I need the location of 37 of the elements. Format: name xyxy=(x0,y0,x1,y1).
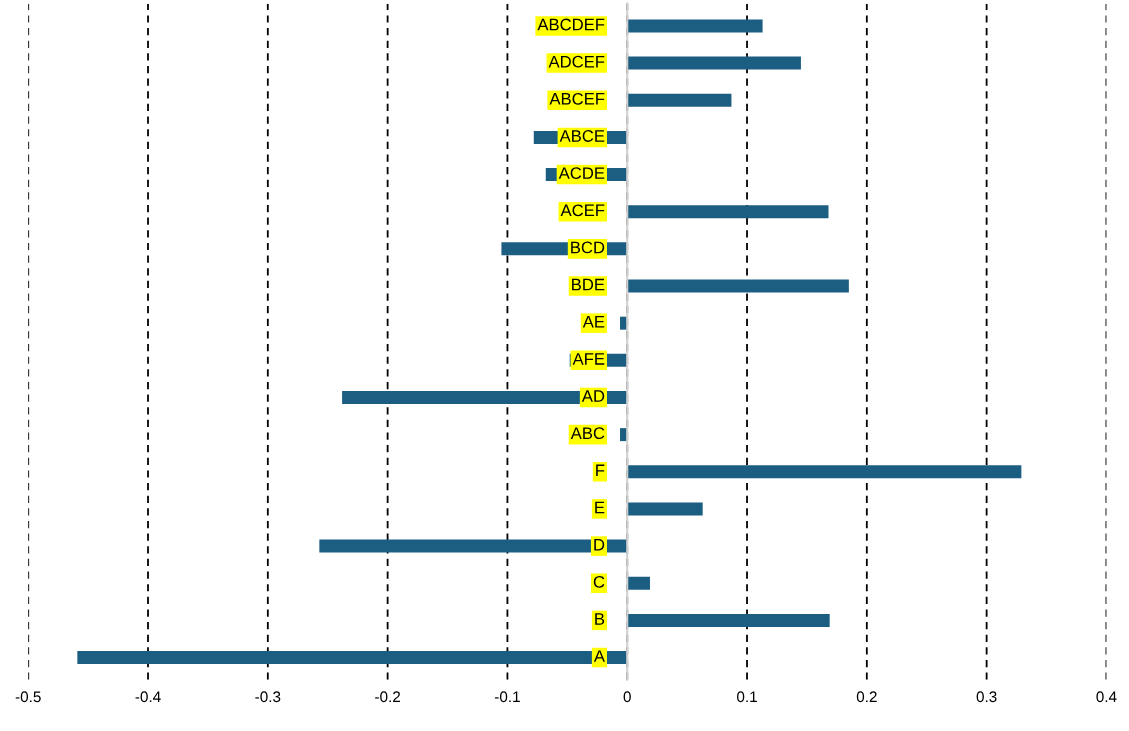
y-tick-label: B xyxy=(595,613,605,625)
y-tick-label: ABCDEF xyxy=(537,18,605,31)
y-tick-label: AFE xyxy=(572,353,605,365)
y-tick-label: A xyxy=(593,650,605,662)
y-tick-label: BDE xyxy=(572,278,605,291)
x-tick-label: 0 xyxy=(623,691,631,703)
bar xyxy=(627,19,763,33)
y-tick-label: C xyxy=(593,575,605,588)
y-tick-label: ABCE xyxy=(559,130,605,142)
x-tick-label: 0.3 xyxy=(976,691,997,703)
x-tick-label: -0.5 xyxy=(15,691,41,703)
y-tick-label: ADCEF xyxy=(548,55,605,68)
bar xyxy=(627,613,830,627)
x-tick-label: 0.4 xyxy=(1096,691,1117,703)
x-tick-label: -0.2 xyxy=(375,691,401,703)
x-tick-label: -0.3 xyxy=(255,691,281,703)
y-tick-label: AE xyxy=(582,316,605,328)
x-tick-label: -0.1 xyxy=(494,691,520,703)
y-tick-label: BCD xyxy=(571,241,605,254)
bar xyxy=(627,93,732,107)
bar xyxy=(627,279,849,293)
y-tick-label: AD xyxy=(581,390,605,402)
x-tick-label: 0.2 xyxy=(856,691,877,703)
bar xyxy=(627,205,829,219)
y-tick-label: ABC xyxy=(570,427,605,440)
y-tick-label: E xyxy=(595,501,605,514)
y-tick-label: D xyxy=(594,538,605,551)
y-tick-label: F xyxy=(596,464,605,477)
bar xyxy=(627,465,1022,479)
bar xyxy=(627,502,703,516)
bar xyxy=(627,576,650,590)
x-tick-label: 0.1 xyxy=(737,691,757,703)
y-tick-label: ABCEF xyxy=(549,92,605,105)
bar xyxy=(627,56,801,70)
y-tick-label: ACDE xyxy=(558,167,605,180)
x-tick-label: -0.4 xyxy=(135,691,161,703)
y-tick-label: ACEF xyxy=(560,204,605,217)
